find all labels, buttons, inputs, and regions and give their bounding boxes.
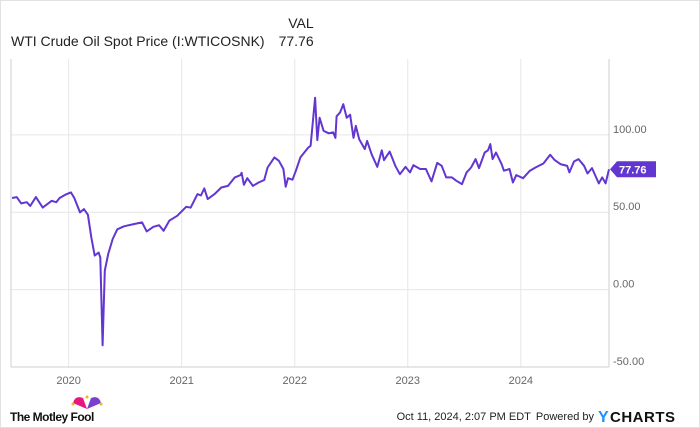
grid: [11, 59, 609, 368]
series-line: [11, 96, 610, 347]
current-value: 77.76: [279, 33, 314, 49]
last-value-tag: 77.76: [610, 161, 656, 178]
brand-name: The Motley Fool: [10, 410, 94, 424]
jester-hat-icon: [71, 395, 103, 409]
motley-fool-logo: The Motley Fool: [10, 395, 103, 424]
x-tick-label: 2021: [169, 375, 193, 387]
y-tick-label: 50.00: [613, 201, 641, 213]
value-column-header: VAL: [288, 15, 314, 31]
x-tick-label: 2024: [509, 375, 533, 387]
y-axis-ticks: 100.00 50.00 0.00 -50.00: [613, 124, 647, 368]
x-axis-ticks: 2020 2021 2022 2023 2024: [56, 375, 533, 387]
ycharts-wordmark: CHARTS: [610, 409, 676, 426]
ycharts-logo: Y CHARTS: [598, 409, 676, 426]
powered-by-label: Powered by: [536, 411, 595, 423]
ycharts-y-mark: Y: [598, 409, 609, 426]
last-value-tag-shape: [610, 161, 656, 178]
x-tick-label: 2020: [56, 375, 80, 387]
x-tick-label: 2023: [396, 375, 420, 387]
last-value-tag-text: 77.76: [619, 164, 647, 176]
x-tick-label: 2022: [282, 375, 306, 387]
y-tick-label: 100.00: [613, 124, 647, 136]
y-tick-label: 0.00: [613, 279, 634, 291]
series-name: WTI Crude Oil Spot Price (I:WTICOSNK): [11, 33, 265, 49]
y-tick-label: -50.00: [613, 356, 644, 368]
timestamp: Oct 11, 2024, 2:07 PM EDT: [397, 411, 532, 423]
